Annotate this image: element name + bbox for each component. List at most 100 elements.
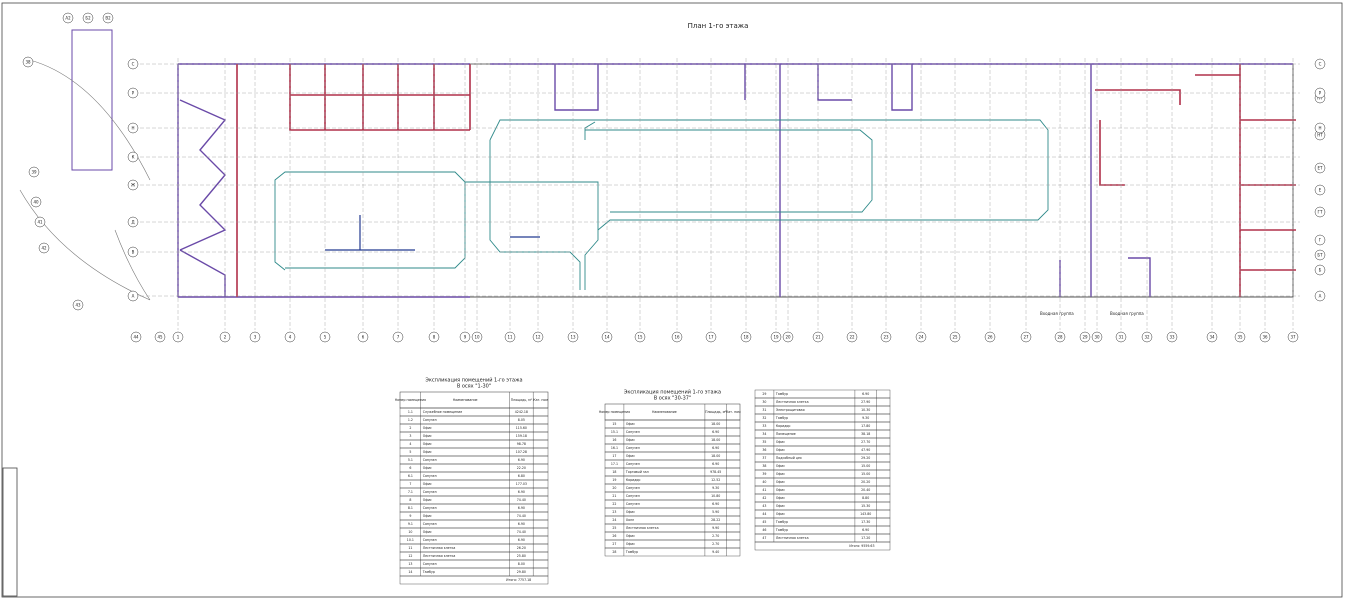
axis-bubble	[127, 87, 139, 99]
axis-bubble	[127, 179, 139, 191]
table-cell: 16	[612, 438, 616, 442]
axis-bubble	[219, 331, 231, 343]
axis-label: НТ	[1317, 133, 1323, 138]
axis-bubble	[172, 331, 184, 343]
table-cell: Тамбур	[775, 520, 788, 524]
table-cell: Офис	[626, 510, 635, 514]
table-cell: 29.80	[517, 570, 526, 574]
table-cell: Коридор	[776, 424, 791, 428]
axis-bubble	[62, 12, 74, 24]
axis-label: А	[1319, 294, 1322, 299]
axis-label: 33	[1169, 335, 1175, 340]
axis-label: 15	[637, 335, 643, 340]
table-cell: 44	[762, 512, 766, 516]
table-cell: 19	[612, 478, 616, 482]
table-cell: 28.22	[711, 518, 720, 522]
axis-bubble	[102, 12, 114, 24]
table-cell: 8	[409, 498, 411, 502]
table-cell: 4	[409, 442, 411, 446]
axis-bubble	[1259, 331, 1271, 343]
axis-bubble	[671, 331, 683, 343]
table-cell: 6.90	[518, 522, 525, 526]
table-total-text: Итого: 9559.63	[849, 544, 874, 548]
table-header-cell: Номер помещения	[599, 410, 630, 414]
table-cell: 10.1	[407, 538, 414, 542]
axis-label: А2	[65, 16, 71, 21]
table-cell: Тамбур	[775, 416, 788, 420]
axis-bubble	[459, 331, 471, 343]
table-header-cell: Наименование	[652, 410, 677, 414]
axis-bubble	[428, 331, 440, 343]
table-cell: Офис	[776, 472, 785, 476]
table-cell: 26.20	[517, 546, 526, 550]
table-row	[604, 547, 741, 557]
axis-bubble	[127, 122, 139, 134]
table-cell: Электрощитовая	[776, 408, 805, 412]
axis-bubble	[34, 216, 46, 228]
axis-label: 34	[1209, 335, 1215, 340]
table-cell: Офис	[626, 422, 635, 426]
table-cell: 15.00	[861, 472, 870, 476]
axis-bubble	[601, 331, 613, 343]
table-cell: 26	[612, 534, 616, 538]
axis-label: 31	[1118, 335, 1124, 340]
axis-label: ГТ	[1318, 210, 1323, 215]
table-cell: Лестничная клетка	[776, 536, 809, 540]
axis-label: 22	[849, 335, 855, 340]
table-cell: Офис	[776, 440, 785, 444]
table-cell: 17.1	[611, 462, 618, 466]
table-cell: Офис	[776, 480, 785, 484]
axis-label: 29	[1082, 335, 1088, 340]
axis-bubble	[127, 246, 139, 258]
axis-label: 14	[604, 335, 610, 340]
stair	[71, 29, 113, 171]
table-cell: Тамбур	[625, 550, 638, 554]
axis-bubble	[284, 331, 296, 343]
table-cell: Тамбур	[775, 528, 788, 532]
axis-label: С	[132, 62, 135, 67]
table-cell: 27.90	[861, 400, 870, 404]
axis-bubble	[1141, 331, 1153, 343]
axis-label: 12	[535, 335, 541, 340]
axis-bubble	[1054, 331, 1066, 343]
axis-label: С	[1319, 62, 1322, 67]
table-subtitle: В осях "30-37"	[654, 396, 692, 402]
table-cell: Служебное помещение	[423, 410, 462, 414]
table-cell: 27	[612, 542, 616, 546]
table-cell: Офис	[626, 438, 635, 442]
axis-bubble	[1314, 234, 1326, 246]
table-cell: 1.2	[408, 418, 413, 422]
table-cell: Санузел	[423, 538, 437, 542]
table-cell: 1.1	[408, 410, 413, 414]
axis-label: 2	[224, 335, 227, 340]
table-cell: 18	[612, 470, 616, 474]
table-cell: 23	[612, 510, 616, 514]
axis-bubble	[127, 216, 139, 228]
axis-bubble	[38, 242, 50, 254]
table-title: Экспликация помещений 1-го этажа	[624, 389, 721, 396]
note: Входная группа	[1110, 311, 1144, 316]
axis-label: 6	[362, 335, 365, 340]
axis-bubble	[72, 299, 84, 311]
table-cell: Офис	[423, 498, 432, 502]
table-cell: 6.90	[518, 538, 525, 542]
axis-bubble	[1314, 264, 1326, 276]
table-cell: 30	[762, 400, 766, 404]
table-cell: 29.20	[861, 456, 870, 460]
table-cell: 34	[762, 432, 766, 436]
table-cell: 27.70	[861, 440, 870, 444]
axis-label: 26	[987, 335, 993, 340]
table-cell: 159.18	[516, 434, 527, 438]
axis-label: 45	[157, 335, 163, 340]
table-cell: 20.20	[861, 480, 870, 484]
table-cell: 17.20	[861, 536, 870, 540]
table-cell: 9.1	[408, 522, 413, 526]
axis-bubble	[82, 12, 94, 24]
axis-bubble	[782, 331, 794, 343]
table-cell: Офис	[423, 466, 432, 470]
table-cell: 46	[762, 528, 766, 532]
table-cell: 115.60	[516, 426, 527, 430]
axis-bubble	[154, 331, 166, 343]
axis-bubble	[1314, 290, 1326, 302]
